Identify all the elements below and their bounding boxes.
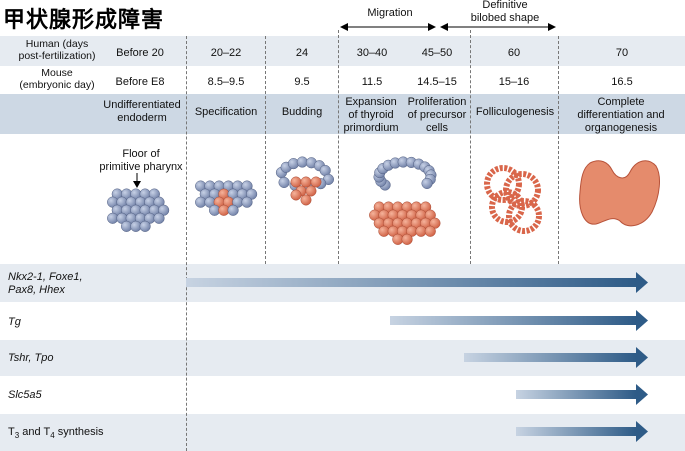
- page-title: 甲状腺形成障害: [3, 8, 165, 33]
- divider-2: [265, 36, 266, 264]
- mouse-value-6: 16.5: [611, 76, 633, 88]
- bilobed-arrow: [440, 23, 556, 31]
- migration-arrow: [340, 23, 436, 31]
- gene-arrow-1: [186, 272, 648, 293]
- gene-label-3: Tshr, Tpo: [8, 352, 54, 364]
- stage-0: Undifferentiated endoderm: [103, 99, 181, 124]
- human-value-6: 70: [615, 47, 629, 59]
- mouse-value-3: 11.5: [361, 76, 383, 88]
- cell-illustrations: [107, 156, 441, 245]
- human-value-0: Before 20: [116, 47, 164, 59]
- stage-1: Specification: [194, 106, 258, 118]
- human-value-1: 20–22: [210, 47, 242, 59]
- gene-arrow-3: [464, 347, 648, 368]
- mouse-value-5: 15–16: [498, 76, 530, 88]
- gene-label-1: Nkx2-1, Foxe1, Pax8, Hhex: [8, 271, 83, 296]
- human-value-5: 60: [507, 47, 521, 59]
- stage-4: Proliferation of precursor cells: [407, 96, 467, 134]
- bilobed-label: Definitive bilobed shape: [470, 0, 540, 24]
- gene-label-5: T3 and T4 synthesis: [8, 426, 104, 441]
- mouse-value-2: 9.5: [294, 76, 310, 88]
- human-row-band: [0, 36, 685, 66]
- stage-2: Budding: [281, 106, 323, 118]
- migration-label: Migration: [367, 7, 413, 19]
- divider-5: [558, 36, 559, 264]
- mouse-value-4: 14.5–15: [417, 76, 457, 88]
- expression-arrows: [186, 272, 648, 442]
- gene-arrow-2: [390, 310, 648, 331]
- human-value-3: 30–40: [356, 47, 388, 59]
- follicles-icon: [484, 165, 542, 234]
- divider-4: [470, 30, 471, 264]
- divider-3: [338, 30, 339, 264]
- human-value-4: 45–50: [421, 47, 453, 59]
- floor-pointer-arrow: [133, 173, 141, 188]
- thyroid-gland-icon: [579, 160, 660, 227]
- mouse-value-1: 8.5–9.5: [207, 76, 245, 88]
- gene-label-4: Slc5a5: [8, 389, 42, 401]
- mouse-value-0: Before E8: [115, 76, 165, 88]
- divider-1: [186, 36, 187, 451]
- floor-label: Floor of primitive pharynx: [99, 148, 183, 173]
- gene-arrow-5: [516, 421, 648, 442]
- gene-arrow-4: [516, 384, 648, 405]
- mouse-row-band: [0, 66, 685, 94]
- stage-row-band: [0, 94, 685, 134]
- mouse-row-label: Mouse (embryonic day): [19, 67, 95, 91]
- gene-label-2: Tg: [8, 316, 21, 328]
- stage-5: Folliculogenesis: [475, 106, 555, 118]
- human-row-label: Human (days post-fertilization): [18, 38, 96, 62]
- stage-6: Complete differentiation and organogenes…: [577, 96, 665, 134]
- stage-3: Expansion of thyroid primordium: [343, 96, 399, 134]
- human-value-2: 24: [295, 47, 309, 59]
